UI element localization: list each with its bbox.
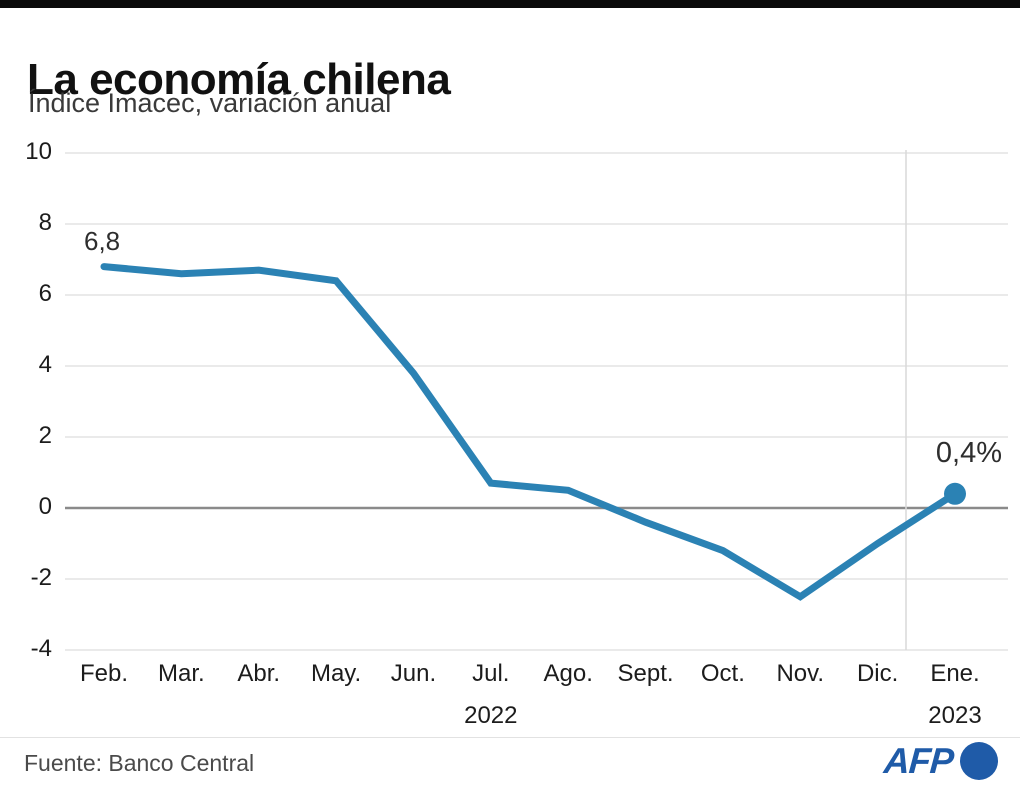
afp-logo-text: AFP — [882, 740, 955, 781]
y-axis-label: 10 — [25, 137, 52, 165]
trend-line — [100, 263, 959, 601]
x-axis-label: Mar. — [158, 660, 205, 687]
x-axis-label: Nov. — [776, 660, 825, 687]
x-axis-label: Ago. — [543, 660, 593, 687]
x-axis-label: Dic. — [856, 660, 899, 687]
x-axis-label: Jul. — [472, 660, 510, 687]
x-axis-label: Oct. — [700, 660, 745, 687]
y-axis-label: -2 — [30, 563, 52, 591]
top-accent-bar — [0, 0, 1020, 8]
footer-divider — [0, 737, 1020, 738]
x-axis-label: Sept. — [617, 660, 674, 687]
y-axis-label: 6 — [38, 279, 52, 307]
year-label: 2023 — [928, 702, 982, 729]
x-axis-label: Abr. — [237, 660, 281, 687]
end-point-dot — [944, 482, 966, 505]
y-axis-label: -4 — [30, 634, 52, 662]
year-label: 2022 — [464, 702, 518, 729]
page-title: La economía chilena — [27, 55, 451, 105]
x-axis-label: Jun. — [390, 660, 437, 687]
afp-logo-circle-icon — [960, 742, 998, 780]
x-axis-label: May. — [310, 660, 362, 687]
x-axis-label: Feb. — [79, 660, 129, 687]
y-axis-label: 4 — [38, 350, 52, 378]
annotation-last-value: 0,4% — [935, 437, 1002, 469]
x-axis-label: Ene. — [930, 660, 980, 687]
y-axis-label: 0 — [38, 492, 52, 520]
source-text: Fuente: Banco Central — [24, 750, 255, 776]
y-axis-label: 2 — [38, 421, 52, 449]
y-axis-label: 8 — [38, 208, 52, 236]
chart-subtitle: Índice Imacec, variación anual — [28, 88, 392, 118]
afp-logo: AFP — [882, 740, 998, 782]
annotation-first-value: 6,8 — [84, 226, 121, 256]
